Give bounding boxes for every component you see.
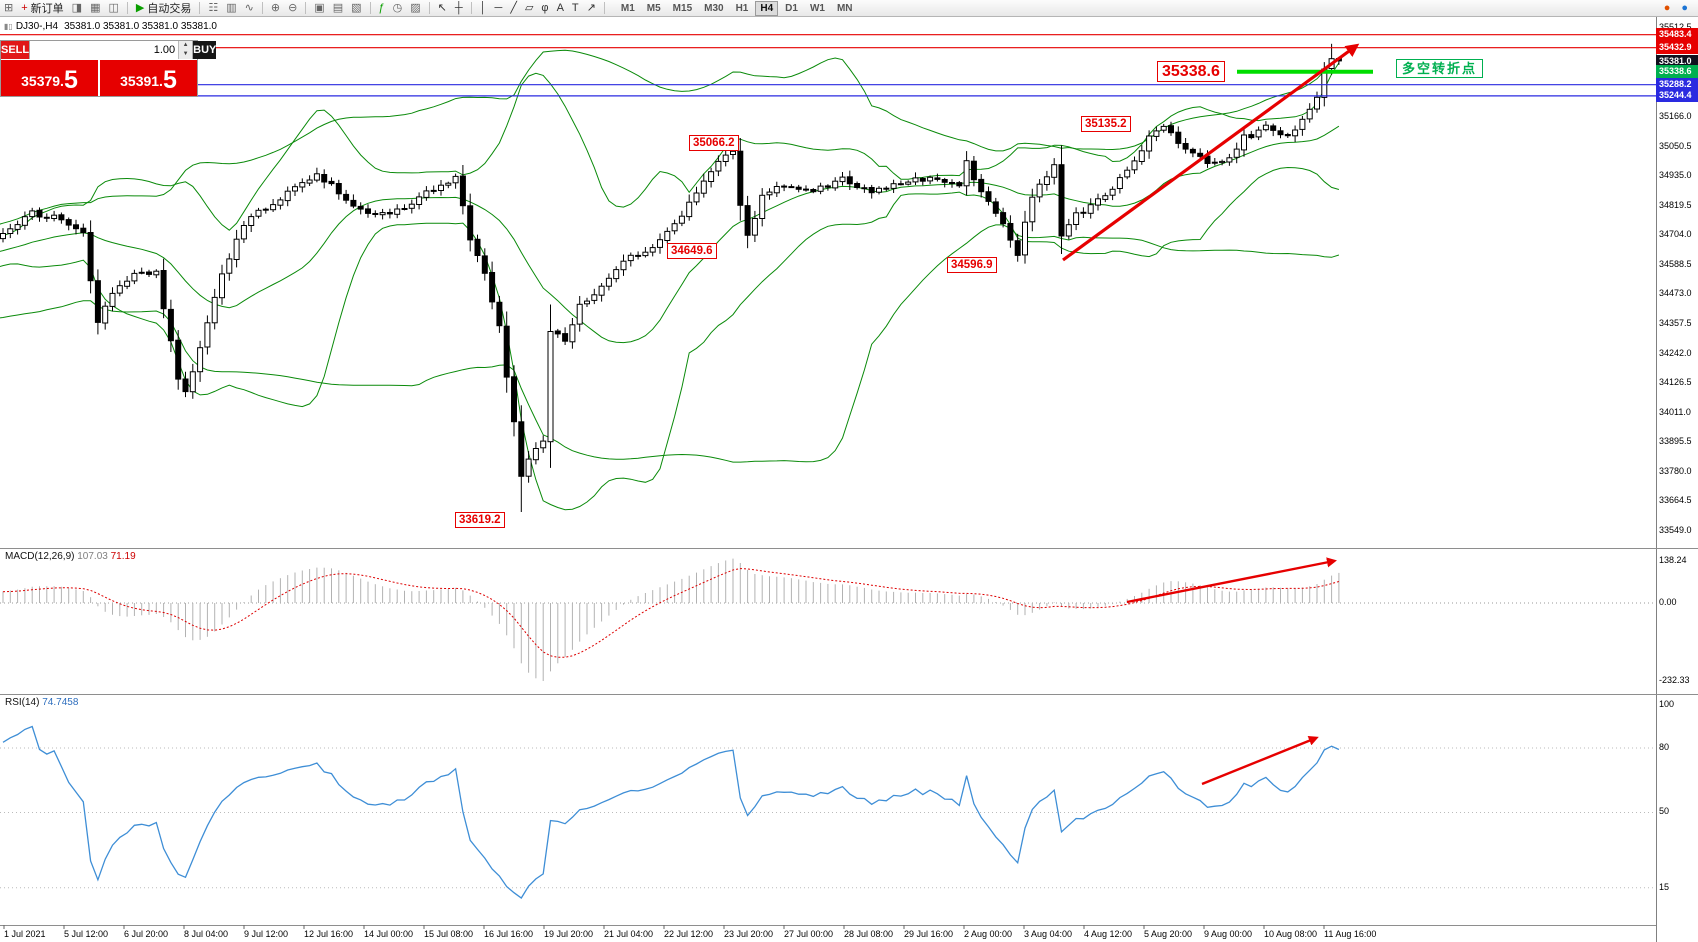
toolbar-right-icons: ● ●	[1660, 1, 1698, 16]
timeframe-d1[interactable]: D1	[785, 2, 798, 14]
bar-chart-button[interactable]: ☷	[205, 1, 221, 16]
main-chart-layer	[0, 43, 1342, 512]
annotation-layer	[0, 17, 1698, 942]
market-watch-icon: ▦	[90, 1, 101, 14]
new-order-button-label: 新订单	[30, 3, 64, 15]
horizontal-line-button[interactable]: ─	[492, 1, 506, 16]
periods-button[interactable]: ◷	[390, 1, 406, 16]
arrange-windows-icon: ▧	[351, 1, 362, 14]
new-chart-button[interactable]: ⊞	[1, 1, 16, 16]
bar-chart-icon: ☷	[208, 1, 219, 14]
vertical-line-button[interactable]: │	[477, 1, 490, 16]
time-axis[interactable]	[0, 925, 1698, 942]
timeframe-h1[interactable]: H1	[735, 2, 749, 14]
community-icon: ●	[1681, 1, 1688, 14]
timeframe-m5[interactable]: M5	[646, 2, 661, 14]
alerts-icon[interactable]: ●	[1661, 1, 1674, 16]
crosshair-button[interactable]: ┼	[452, 1, 466, 16]
toolbar-separator	[603, 2, 605, 14]
toolbar-separator	[305, 2, 307, 14]
tile-windows-button[interactable]: ▣	[311, 1, 327, 16]
data-window-icon: ◫	[108, 1, 119, 14]
market-watch-button[interactable]: ▦	[87, 1, 103, 16]
tile-windows-icon: ▣	[314, 1, 325, 14]
price-axis[interactable]	[1656, 17, 1698, 925]
data-window-button[interactable]: ◫	[105, 1, 121, 16]
crosshair-icon: ┼	[454, 1, 463, 14]
new-order-icon: +	[21, 1, 28, 14]
fibonacci-button[interactable]: φ	[538, 1, 551, 16]
timeframe-m30[interactable]: M30	[704, 2, 724, 14]
profiles-button[interactable]: ◨	[69, 1, 85, 16]
toolbar-separator	[126, 2, 128, 14]
toolbar-separator	[369, 2, 371, 14]
vertical-line-icon: │	[479, 1, 487, 14]
zoom-out-icon: ⊖	[288, 1, 298, 14]
cascade-windows-button[interactable]: ▤	[330, 1, 346, 16]
arrange-windows-button[interactable]: ▧	[348, 1, 364, 16]
rsi-layer	[0, 725, 1656, 899]
timeframe-m1[interactable]: M1	[620, 2, 635, 14]
arrow-tools-icon: ↗	[586, 1, 596, 14]
zoom-in-icon: ⊕	[270, 1, 281, 14]
horizontal-line-icon: ─	[494, 1, 503, 14]
toolbar-separator	[428, 2, 430, 14]
arrow-tools-button[interactable]: ↗	[584, 1, 599, 16]
timeframe-group: M1 M5 M15 M30 H1 H4 D1 W1 MN	[615, 0, 859, 16]
zoom-out-button[interactable]: ⊖	[285, 1, 300, 16]
trendline-icon: ╱	[510, 1, 517, 14]
toolbar: ⊞ + 新订单 ◨ ▦ ◫ ▶ 自动交易 ☷ ▥ ∿ ⊕ ⊖ ▣ ▤ ▧ ƒ ◷ ▨ ↖ ┼ │ ─ ╱ ▱ φ A T ↗ M1 M5 M1…	[0, 0, 1698, 17]
autotrading-icon: ▶	[135, 1, 145, 14]
trendline-button[interactable]: ╱	[507, 1, 520, 16]
toolbar-separator	[470, 2, 472, 14]
text-icon: A	[556, 1, 564, 14]
templates-button[interactable]: ▨	[407, 1, 423, 16]
zoom-in-button[interactable]: ⊕	[268, 1, 283, 16]
autotrading-button-label: 自动交易	[147, 3, 192, 15]
periods-icon: ◷	[392, 1, 403, 14]
templates-icon: ▨	[410, 1, 421, 14]
timeframe-m15[interactable]: M15	[672, 2, 693, 14]
cursor-button[interactable]: ↖	[435, 1, 450, 16]
timeframe-w1[interactable]: W1	[809, 2, 825, 14]
timeframe-mn[interactable]: MN	[836, 2, 853, 14]
profiles-icon: ◨	[71, 1, 83, 14]
label-button[interactable]: T	[569, 1, 582, 16]
macd-layer	[0, 558, 1656, 681]
candlestick-chart-icon: ▥	[226, 1, 237, 14]
indicators-icon: ƒ	[378, 1, 385, 14]
cascade-windows-icon: ▤	[332, 1, 344, 14]
fibonacci-icon: φ	[541, 1, 549, 14]
community-icon[interactable]: ●	[1678, 1, 1691, 16]
toolbar-separator	[199, 2, 201, 14]
line-chart-button[interactable]: ∿	[242, 1, 257, 16]
text-button[interactable]: A	[554, 1, 567, 16]
indicators-button[interactable]: ƒ	[376, 1, 388, 16]
line-chart-icon: ∿	[244, 1, 254, 14]
label-icon: T	[571, 1, 579, 14]
channel-icon: ▱	[524, 1, 534, 14]
new-order-button[interactable]: + 新订单	[18, 1, 66, 16]
toolbar-separator	[261, 2, 263, 14]
candlestick-chart-button[interactable]: ▥	[223, 1, 239, 16]
channel-button[interactable]: ▱	[522, 1, 536, 16]
cursor-icon: ↖	[437, 1, 447, 14]
new-chart-icon: ⊞	[4, 1, 14, 14]
alerts-icon: ●	[1663, 1, 1671, 14]
timeframe-h4[interactable]: H4	[755, 0, 779, 16]
autotrading-button[interactable]: ▶ 自动交易	[133, 1, 194, 16]
